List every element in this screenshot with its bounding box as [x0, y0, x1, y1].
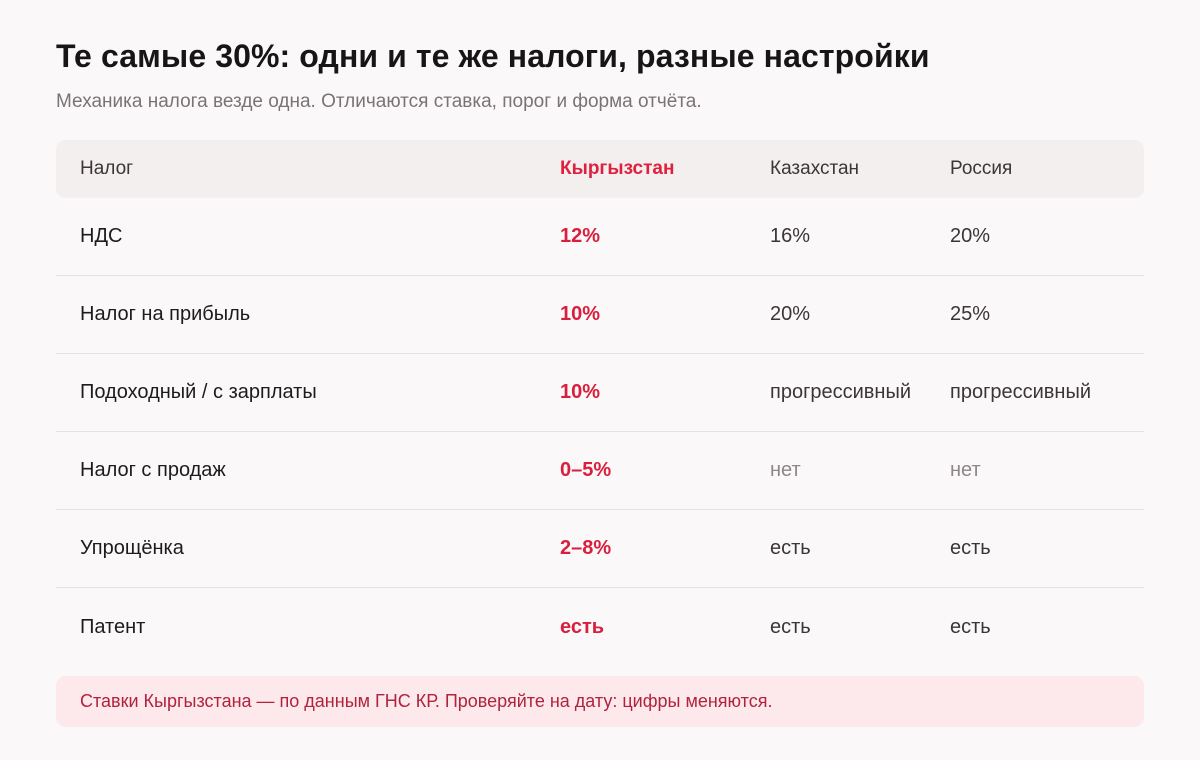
source-note-text: Ставки Кыргызстана — по данным ГНС КР. П… — [80, 691, 773, 711]
page-subtitle: Механика налога везде одна. Отличаются с… — [56, 91, 702, 112]
table-row: НДС 12% 16% 20% — [56, 198, 1144, 276]
rate-kazakhstan: есть — [770, 537, 811, 559]
rate-kazakhstan: 16% — [770, 225, 811, 247]
table-row: Упрощёнка 2–8% есть есть — [56, 510, 1144, 588]
tax-name: Патент — [80, 615, 146, 638]
column-header-kazakhstan: Казахстан — [770, 158, 860, 179]
rate-kazakhstan: есть — [770, 615, 811, 638]
rate-russia: 25% — [950, 303, 991, 325]
rate-kyrgyzstan: 12% — [560, 225, 601, 247]
rate-russia: есть — [950, 537, 991, 559]
column-header-tax: Налог — [80, 158, 134, 179]
column-header-russia: Россия — [950, 158, 1013, 179]
table-row: Подоходный / с зарплаты 10% прогрессивны… — [56, 354, 1144, 432]
table-row: Патент есть есть есть — [56, 588, 1144, 666]
rate-kyrgyzstan: 2–8% — [560, 537, 612, 559]
tax-name: Упрощёнка — [80, 537, 184, 559]
rate-kazakhstan: нет — [770, 459, 801, 481]
rate-russia: есть — [950, 615, 991, 638]
rate-russia: прогрессивный — [950, 381, 1092, 403]
tax-name: Подоходный / с зарплаты — [80, 381, 317, 403]
rate-kyrgyzstan: 0–5% — [560, 459, 612, 481]
tax-name: НДС — [80, 225, 123, 247]
rate-kyrgyzstan: 10% — [560, 381, 601, 403]
column-header-kyrgyzstan: Кыргызстан — [560, 158, 675, 179]
page-title: Те самые 30%: одни и те же налоги, разны… — [56, 38, 930, 74]
tax-comparison-table: Налог Кыргызстан Казахстан Россия НДС 12… — [56, 140, 1144, 666]
table-header-row: Налог Кыргызстан Казахстан Россия — [56, 140, 1144, 198]
rate-russia: 20% — [950, 225, 991, 247]
table-row: Налог на прибыль 10% 20% 25% — [56, 276, 1144, 354]
rate-russia: нет — [950, 459, 981, 481]
rate-kyrgyzstan: 10% — [560, 303, 601, 325]
tax-name: Налог на прибыль — [80, 303, 251, 325]
rate-kyrgyzstan: есть — [560, 615, 605, 638]
tax-name: Налог с продаж — [80, 459, 226, 481]
table-row: Налог с продаж 0–5% нет нет — [56, 432, 1144, 510]
source-note: Ставки Кыргызстана — по данным ГНС КР. П… — [56, 676, 1144, 727]
rate-kazakhstan: прогрессивный — [770, 381, 912, 403]
rate-kazakhstan: 20% — [770, 303, 811, 325]
